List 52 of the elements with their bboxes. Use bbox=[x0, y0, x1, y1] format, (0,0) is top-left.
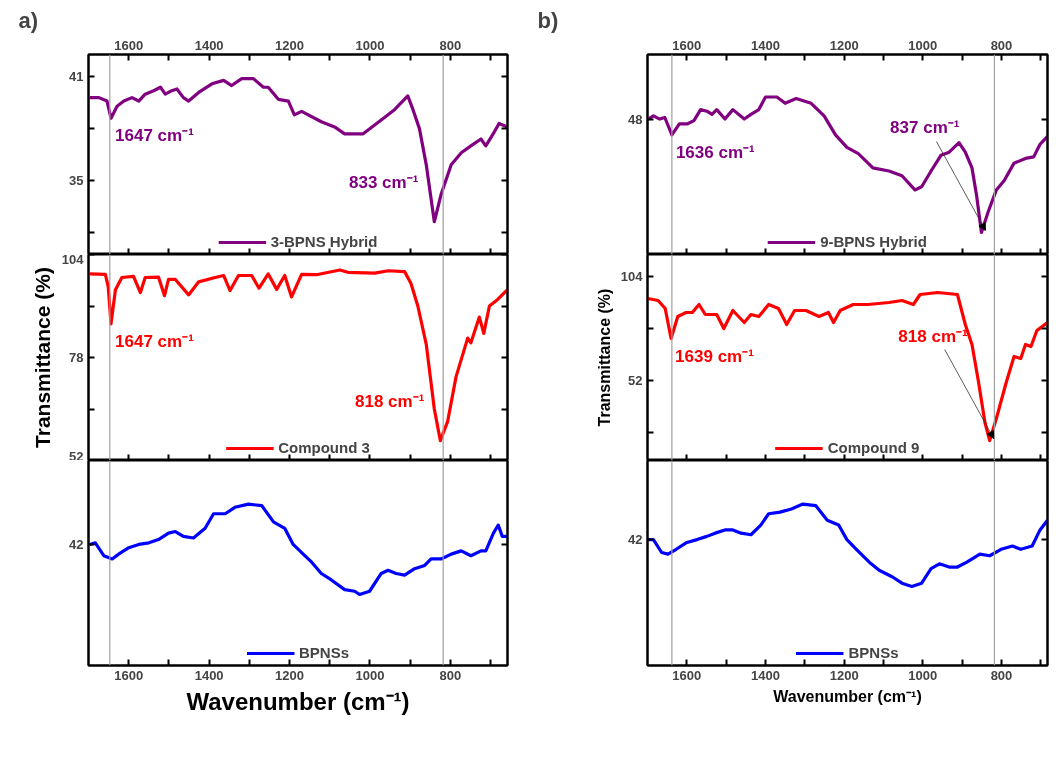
x-tick-label: 1200 bbox=[829, 667, 859, 683]
y-tick-label: 52 bbox=[69, 448, 84, 464]
y-tick-label: 104 bbox=[61, 251, 85, 267]
x-tick-label: 1000 bbox=[908, 667, 938, 683]
legend-label: Compound 3 bbox=[278, 439, 370, 456]
y-tick-label: 52 bbox=[628, 373, 643, 388]
x2-tick-label: 1200 bbox=[829, 37, 859, 53]
x-axis-title: Wavenumber (cm⁻¹) bbox=[773, 687, 922, 705]
legend-label: 9-BPNS Hybrid bbox=[820, 233, 927, 250]
y-tick-label: 41 bbox=[69, 69, 84, 85]
annotation: 1636 cm⁻¹ bbox=[675, 142, 755, 162]
x-tick-label: 1400 bbox=[194, 667, 224, 683]
x-tick-label: 1200 bbox=[275, 667, 305, 683]
y-tick-label: 78 bbox=[69, 350, 84, 365]
annotation: 1647 cm⁻¹ bbox=[115, 126, 195, 146]
text: 48 bbox=[628, 111, 643, 127]
x2-tick-label: 1000 bbox=[908, 37, 938, 53]
annotation: 1647 cm⁻¹ bbox=[115, 331, 195, 351]
x2-tick-label: 800 bbox=[439, 37, 462, 53]
x-tick-label: 1000 bbox=[355, 667, 385, 683]
y-tick-label: 35 bbox=[69, 172, 84, 188]
x2-tick-label: 1400 bbox=[751, 37, 780, 53]
line-series bbox=[88, 77, 508, 224]
annotation: 1639 cm⁻¹ bbox=[675, 346, 755, 366]
x2-tick-label: 1600 bbox=[114, 37, 144, 53]
legend-label: BPNSs bbox=[848, 644, 899, 661]
annotation: 837 cm⁻¹ bbox=[890, 118, 960, 138]
text: 42 bbox=[628, 532, 643, 548]
legend-label: BPNSs bbox=[298, 644, 350, 661]
y-axis-title: Transmittance (%) bbox=[30, 267, 54, 448]
x-tick-label: 1400 bbox=[751, 667, 780, 683]
x2-tick-label: 1000 bbox=[355, 37, 385, 53]
line-series bbox=[647, 290, 1048, 443]
x-axis-title: Wavenumber (cm⁻¹) bbox=[186, 687, 410, 715]
x-tick-label: 800 bbox=[439, 667, 462, 683]
legend-label: Compound 9 bbox=[827, 439, 920, 456]
text: 42 bbox=[69, 536, 84, 552]
x2-tick-label: 800 bbox=[990, 37, 1013, 53]
y-axis-title: Transmittance (%) bbox=[595, 288, 613, 427]
x2-tick-label: 1400 bbox=[194, 37, 224, 53]
legend-label: 3-BPNS Hybrid bbox=[270, 233, 378, 250]
y-tick-label: 104 bbox=[620, 269, 644, 284]
x2-tick-label: 1200 bbox=[275, 37, 305, 53]
annotation: 833 cm⁻¹ bbox=[349, 172, 419, 192]
x2-tick-label: 1600 bbox=[672, 37, 702, 53]
annotation: 818 cm⁻¹ bbox=[898, 326, 969, 346]
annotation: 818 cm⁻¹ bbox=[355, 391, 425, 411]
chart-title: b) bbox=[537, 7, 559, 33]
x-tick-label: 1600 bbox=[114, 667, 144, 683]
x-tick-label: 1600 bbox=[672, 667, 702, 683]
x-tick-label: 800 bbox=[990, 667, 1013, 683]
chart-title: a) bbox=[18, 7, 39, 33]
